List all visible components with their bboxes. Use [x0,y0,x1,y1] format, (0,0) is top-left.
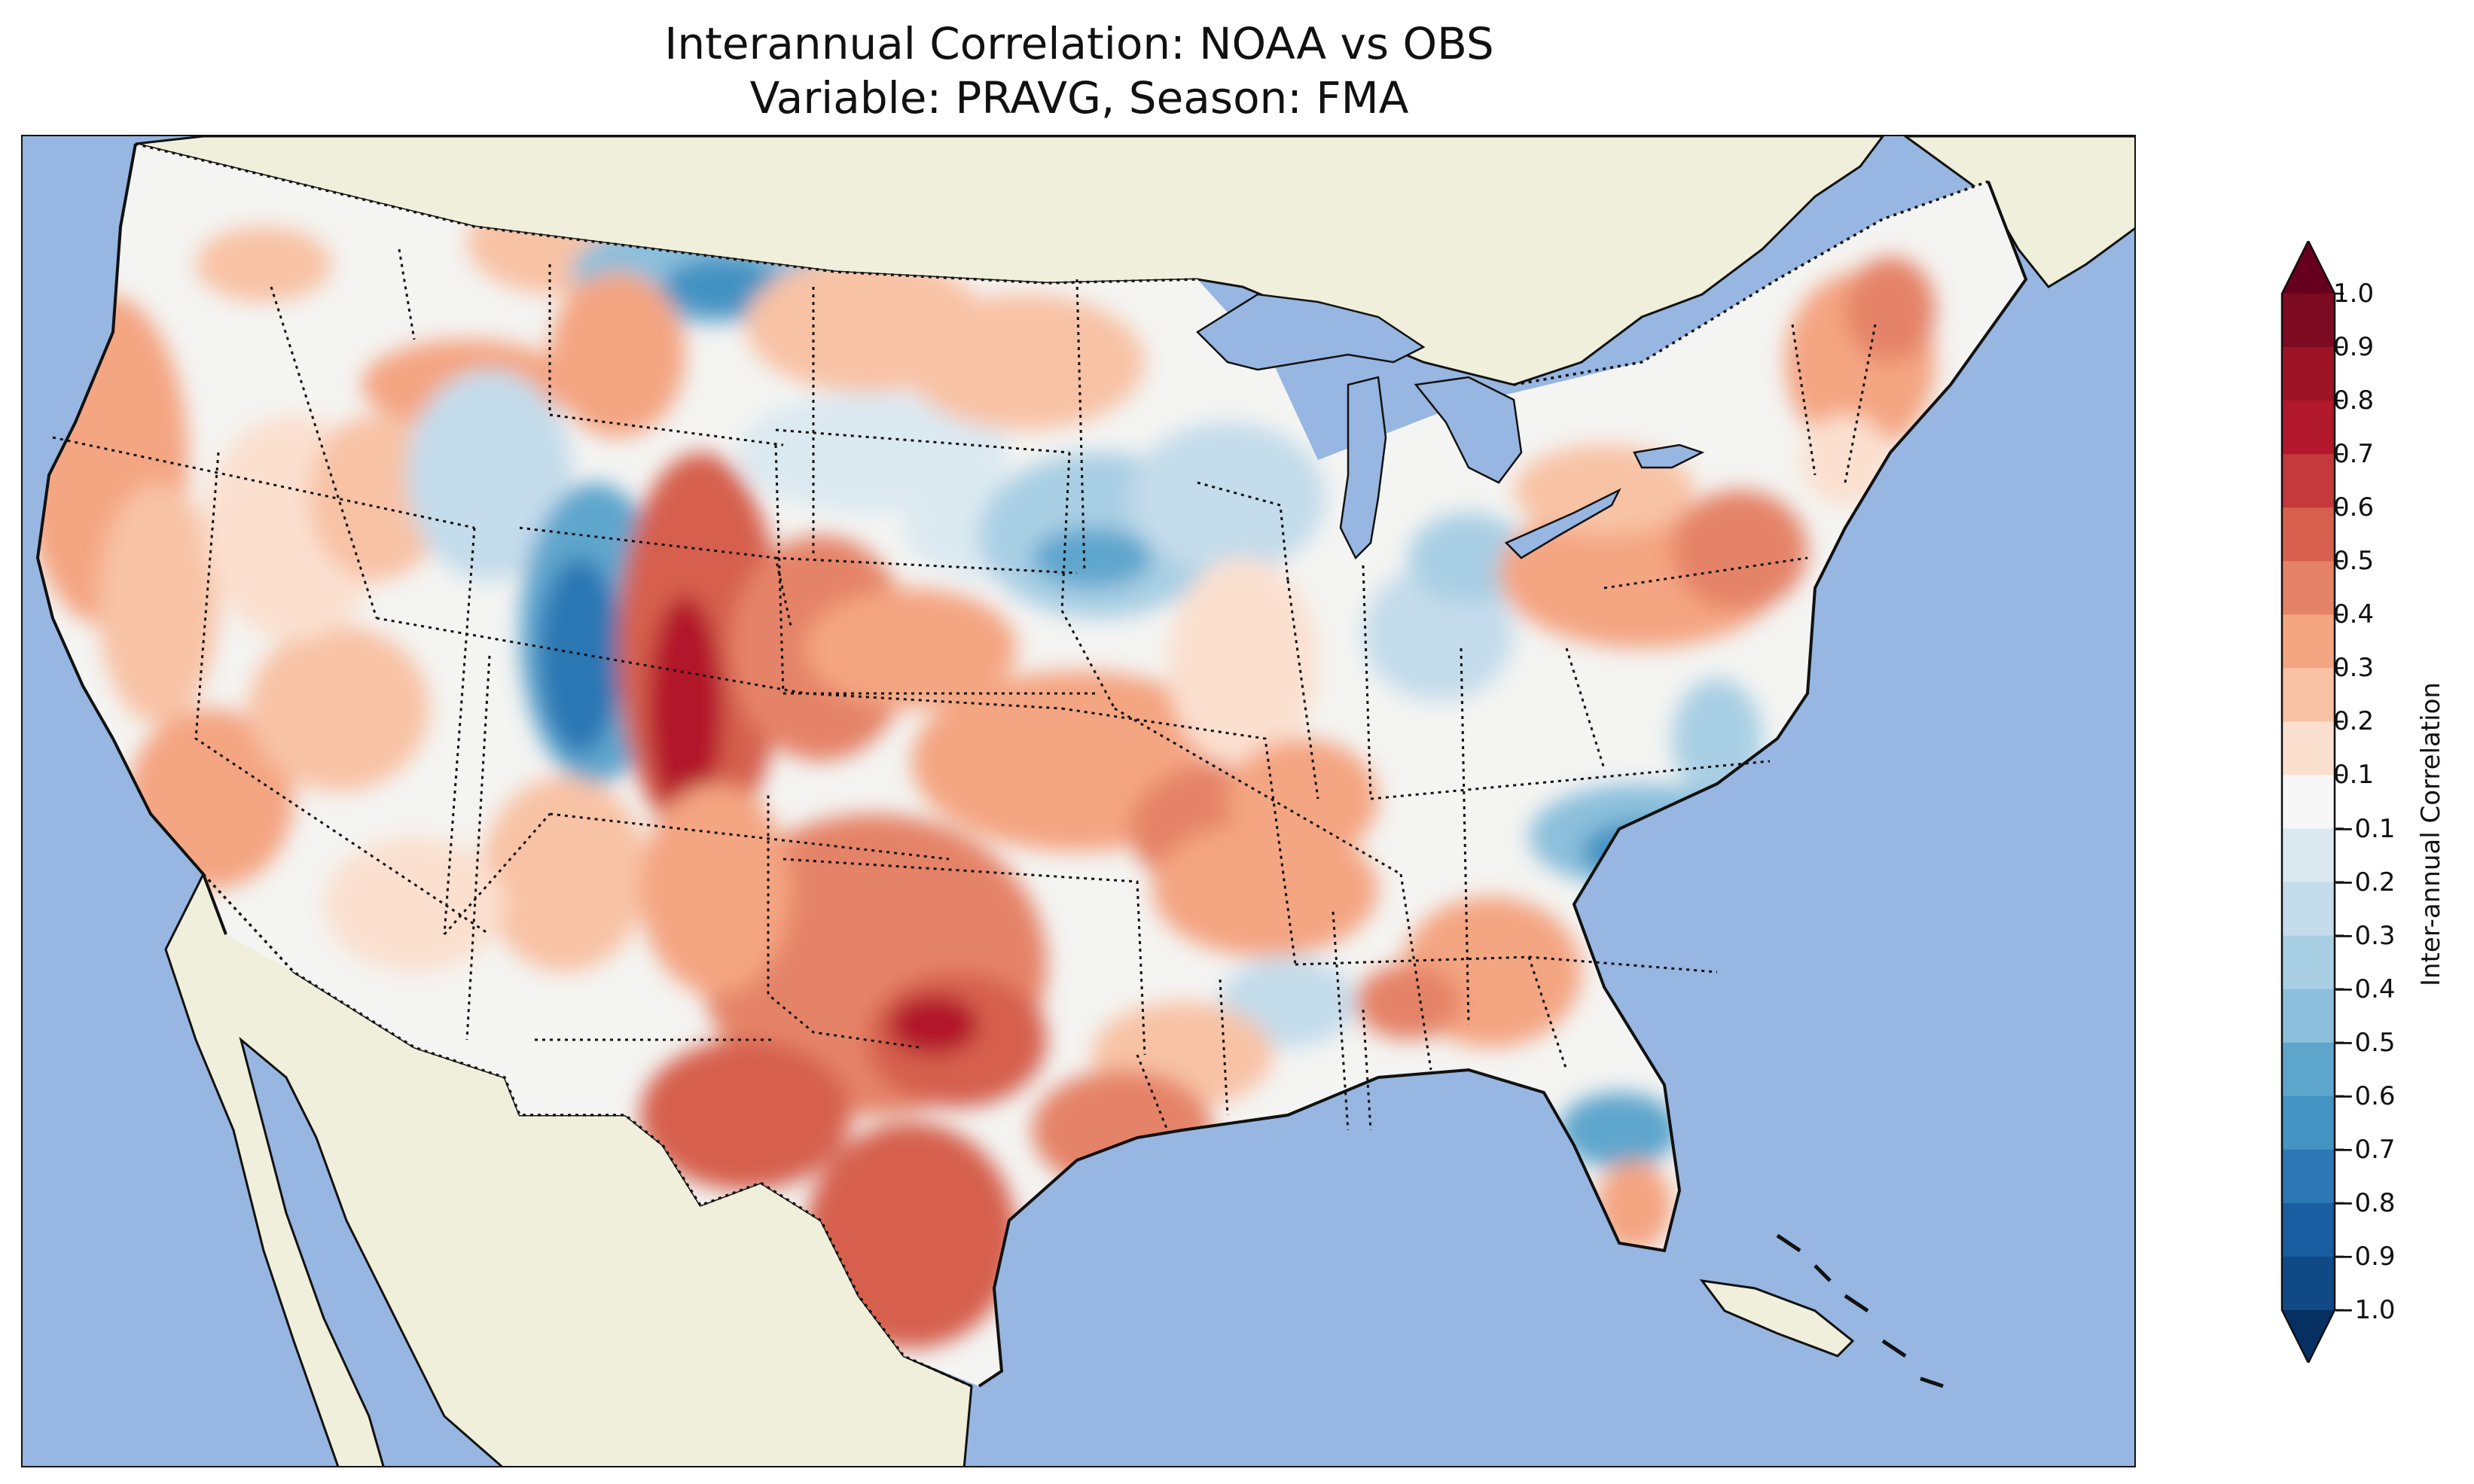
lake-superior [1196,293,1426,371]
colorbar-segment [2282,561,2335,615]
colorbar-segment [2282,1095,2335,1150]
state-borders [52,248,1877,1131]
colorbar-segment [2282,1149,2335,1204]
colorbar [2280,241,2344,1363]
colorbar-tick-label: −0.3 [2333,920,2396,951]
bahamas [1776,1233,1944,1388]
colorbar-segment [2282,882,2335,937]
colorbar-tick-label: 0.2 [2333,706,2375,737]
colorbar-tick-label: 0.3 [2333,653,2375,684]
colorbar-tick-label: 0.9 [2333,332,2375,363]
colorbar-tick-label: −0.4 [2333,974,2396,1004]
colorbar-tick-label: 0.5 [2333,546,2375,577]
colorbar-tick-label: 0.6 [2333,492,2375,523]
cuba-land [1699,1279,1855,1358]
colorbar-segment [2282,507,2335,562]
colorbar-tick-label: −0.5 [2333,1027,2396,1058]
colorbar-tick-label: −0.6 [2333,1080,2396,1111]
colorbar-tick-label: −0.2 [2333,867,2396,897]
title-line-1: Interannual Correlation: NOAA vs OBS [664,18,1494,69]
colorbar-segment [2282,1256,2335,1311]
colorbar-segment [2282,347,2335,401]
colorbar-segment [2282,668,2335,722]
lake-huron [1414,376,1523,484]
lake-ontario [1633,443,1705,469]
colorbar-segment [2282,1042,2335,1097]
title-line-2: Variable: PRAVG, Season: FMA [749,72,1409,123]
us-coastline [35,143,2028,1388]
colorbar-segment [2282,935,2335,990]
map-svg [23,136,2134,1466]
colorbar-segment [2282,989,2335,1044]
international-borders [135,142,1989,1388]
correlation-field [38,189,1936,1348]
colorbar-segment [2282,775,2335,830]
colorbar-segment [2282,294,2335,348]
colorbar-tick-label: −0.9 [2333,1241,2396,1272]
colorbar-tick-label: −0.1 [2333,813,2396,844]
colorbar-segment [2282,614,2335,669]
colorbar-segment [2282,454,2335,508]
colorbar-tick-label: 1.0 [2333,279,2375,309]
colorbar-segment [2282,828,2335,883]
colorbar-tick-label: 0.4 [2333,599,2375,630]
colorbar-label: Inter-annual Correlation [2416,682,2446,986]
colorbar-tick-label: 0.1 [2333,760,2375,791]
map-panel [21,135,2136,1467]
lake-michigan [1339,376,1387,560]
colorbar-tick-label: −1.0 [2333,1295,2396,1325]
colorbar-extend-top [2282,241,2335,294]
colorbar-tick-label: 0.7 [2333,439,2375,470]
great-lakes [1196,293,1705,560]
colorbar-segment [2282,721,2335,776]
colorbar-tick-label: −0.8 [2333,1187,2396,1218]
colorbar-tick-label: 0.8 [2333,385,2375,416]
lake-erie [1504,488,1621,559]
colorbar-segment [2282,401,2335,455]
colorbar-tick-label: −0.7 [2333,1134,2396,1165]
colorbar-segment [2282,1202,2335,1257]
colorbar-extend-bottom [2282,1310,2335,1363]
chart-title: Interannual Correlation: NOAA vs OBS Var… [21,17,2137,125]
